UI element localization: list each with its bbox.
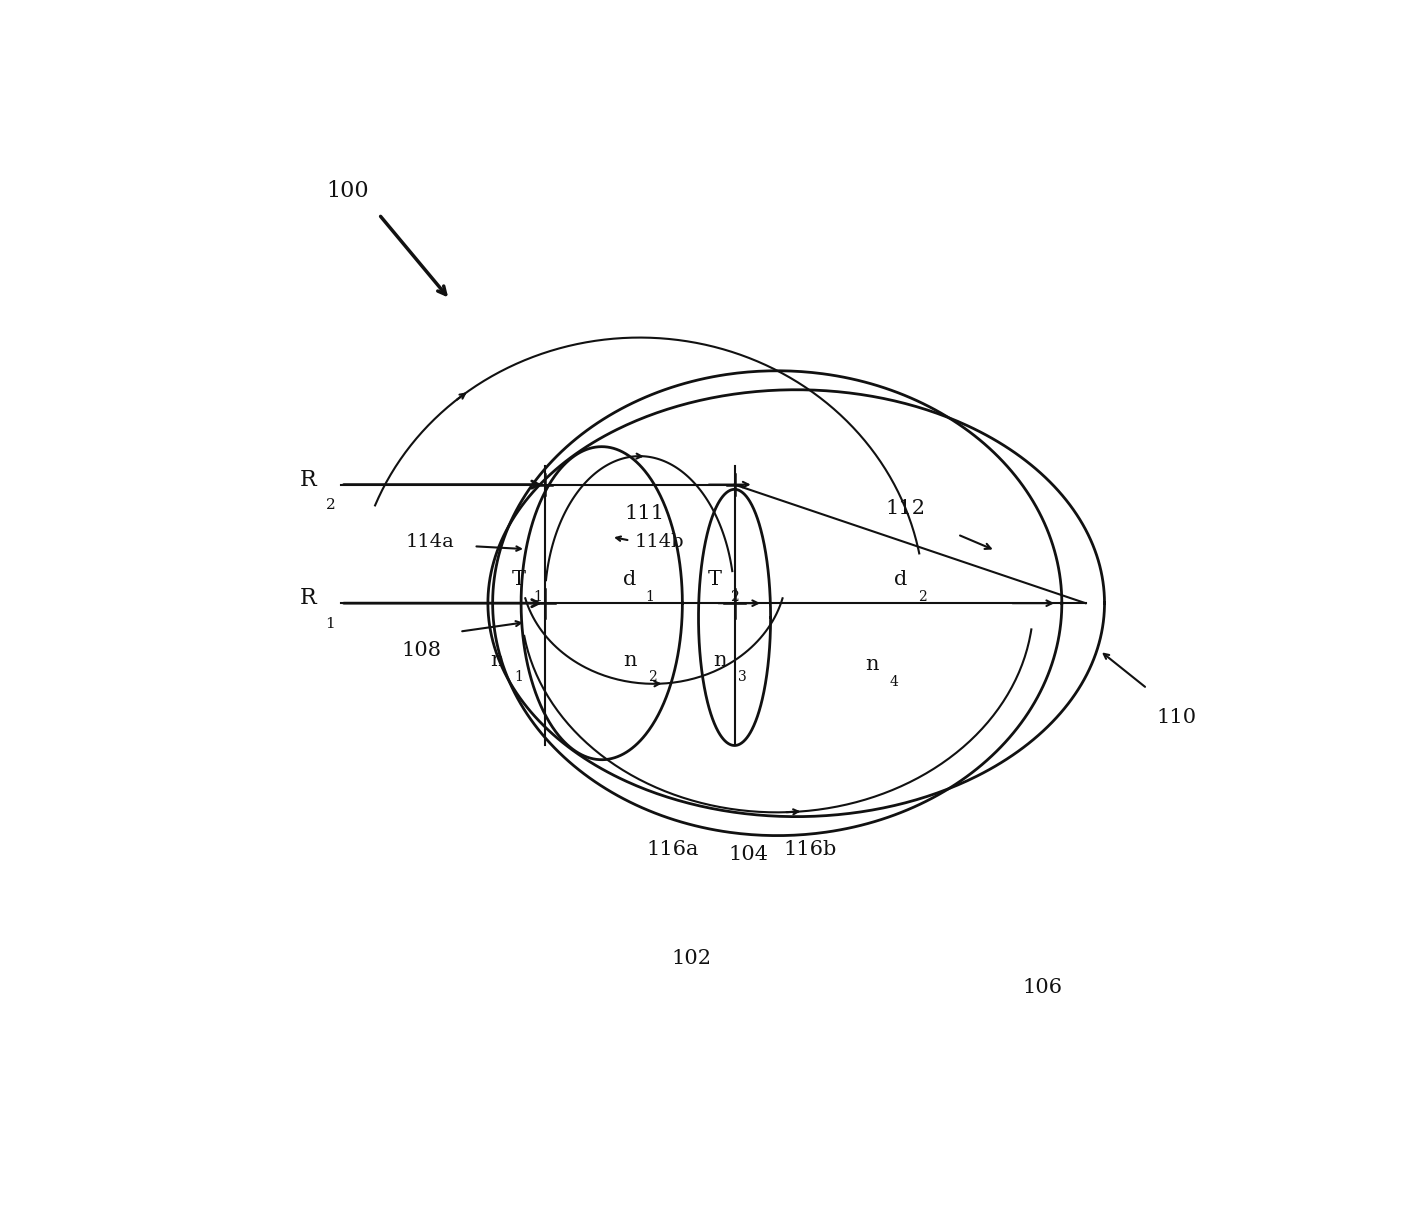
Text: 2: 2 [326, 499, 335, 513]
Text: 1: 1 [326, 617, 335, 631]
Text: 104: 104 [729, 845, 769, 864]
Text: d: d [622, 570, 637, 589]
Text: n: n [713, 650, 728, 670]
Text: 2: 2 [648, 670, 656, 684]
Text: T: T [708, 570, 722, 589]
Text: 106: 106 [1022, 978, 1062, 997]
Text: 2: 2 [918, 590, 927, 604]
Text: 3: 3 [738, 670, 746, 684]
Text: 111: 111 [624, 504, 665, 522]
Text: 4: 4 [890, 675, 899, 689]
Text: R: R [299, 469, 316, 490]
Text: 114b: 114b [635, 532, 685, 551]
Text: n: n [624, 650, 637, 670]
Text: 116b: 116b [783, 840, 837, 860]
Text: T: T [511, 570, 525, 589]
Text: 1: 1 [514, 670, 524, 684]
Text: 100: 100 [326, 180, 369, 202]
Text: 110: 110 [1156, 707, 1196, 727]
Text: 116a: 116a [646, 840, 699, 860]
Text: 102: 102 [672, 950, 712, 968]
Text: 108: 108 [402, 641, 441, 660]
Text: 114a: 114a [406, 532, 454, 551]
Text: 1: 1 [645, 590, 655, 604]
Text: 1: 1 [534, 590, 543, 604]
Text: 112: 112 [886, 499, 926, 517]
Text: n: n [866, 655, 879, 674]
Text: n: n [491, 650, 504, 670]
Text: d: d [894, 570, 907, 589]
Text: R: R [299, 588, 316, 610]
Text: 2: 2 [731, 590, 739, 604]
